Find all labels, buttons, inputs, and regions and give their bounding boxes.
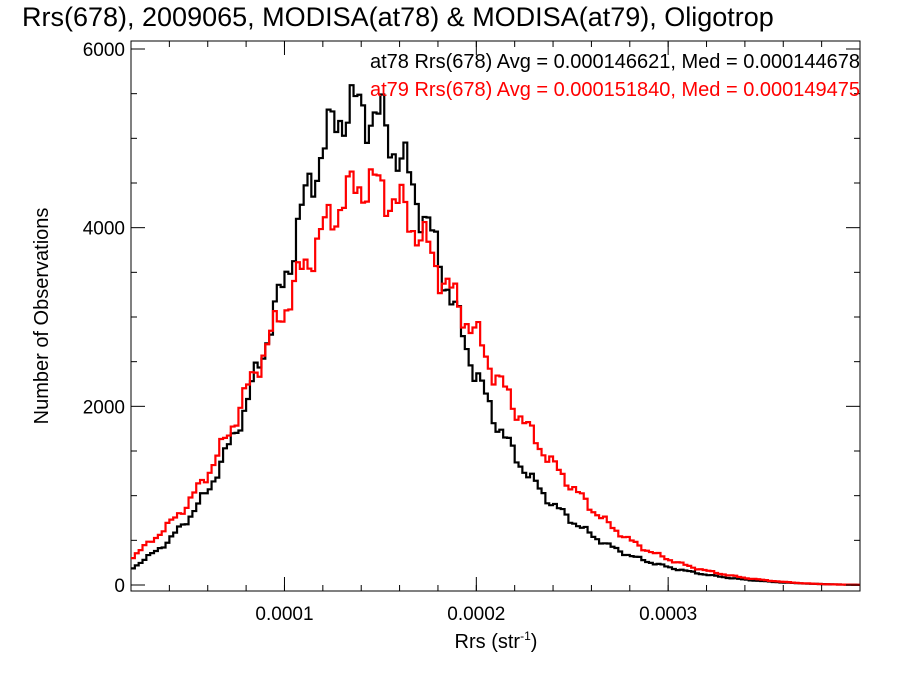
x-tick-label: 0.0001: [255, 604, 313, 625]
chart-title: Rrs(678), 2009065, MODISA(at78) & MODISA…: [22, 2, 774, 32]
x-axis-label-sup: -1: [520, 629, 531, 643]
x-tick-label: 0.0003: [639, 604, 697, 625]
x-axis-label-main: Rrs (str: [455, 631, 521, 653]
legend-entry-at78: at78 Rrs(678) Avg = 0.000146621, Med = 0…: [370, 51, 860, 73]
x-axis-label-close: ): [531, 631, 538, 653]
y-tick-label: 6000: [83, 40, 125, 61]
y-tick-label: 2000: [83, 397, 125, 418]
x-axis-label: Rrs (str-1): [455, 629, 538, 653]
x-tick-label: 0.0002: [447, 604, 505, 625]
ticks-layer: 0.0001 0.0002 0.0003 0 2000 4000 6000: [83, 40, 860, 625]
plot-frame: [130, 40, 861, 592]
series-layer: [131, 84, 860, 586]
histogram-series-at78: [131, 84, 860, 586]
legend-entry-at79: at79 Rrs(678) Avg = 0.000151840, Med = 0…: [370, 79, 860, 101]
y-tick-label: 0: [114, 576, 125, 597]
y-axis-label: Number of Observations: [31, 208, 53, 425]
y-tick-label: 4000: [83, 219, 125, 240]
histogram-series-at79: [131, 168, 860, 586]
